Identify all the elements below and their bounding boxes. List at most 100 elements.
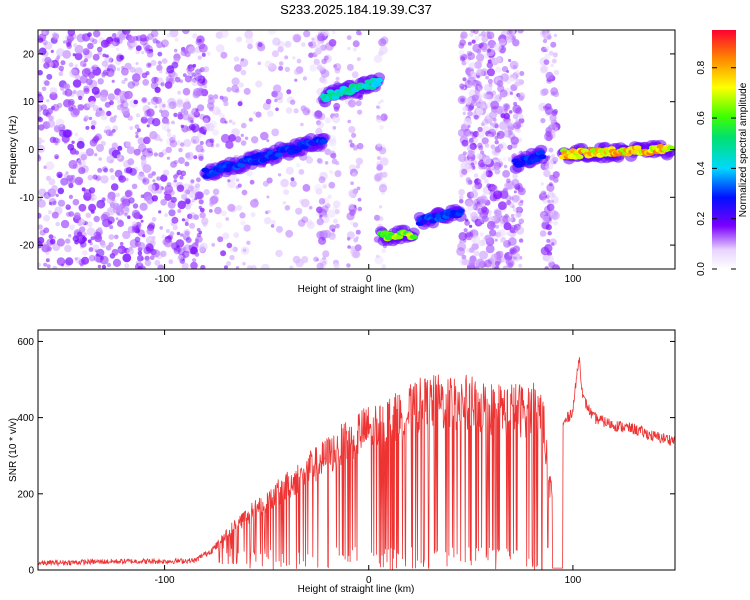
noise-speck [553,69,560,76]
noise-speck [380,181,387,188]
noise-speck [220,133,230,143]
noise-speck [188,212,197,220]
noise-speck [166,32,172,38]
noise-speck [306,221,315,230]
noise-speck [509,202,515,208]
noise-speck [191,107,200,116]
noise-speck [177,157,185,164]
noise-speck [468,258,476,266]
noise-speck [46,108,53,115]
noise-speck [134,213,141,219]
noise-speck [546,238,551,243]
noise-speck [470,211,479,220]
noise-speck [332,126,337,130]
noise-speck [200,148,205,153]
noise-speck [177,209,182,213]
noise-speck [181,193,188,200]
noise-speck [328,138,337,147]
noise-speck [481,122,486,127]
noise-speck [512,254,521,262]
noise-speck [552,220,559,226]
noise-speck [117,99,122,104]
noise-speck [328,181,336,189]
noise-speck [213,94,219,100]
colorbar-gradient [712,30,736,269]
noise-speck [55,138,61,144]
noise-speck [194,252,200,257]
noise-speck [267,110,274,117]
noise-speck [191,198,196,203]
noise-speck [150,30,159,38]
snr-x-axis-label: Height of straight line (km) [298,584,415,595]
noise-speck [105,54,109,58]
noise-speck [84,58,88,63]
noise-speck [289,265,294,269]
noise-speck [177,254,184,261]
noise-speck [301,216,309,224]
noise-speck [184,218,189,223]
noise-speck [129,168,137,176]
noise-speck [545,254,555,263]
noise-speck [243,87,251,95]
noise-speck [286,89,292,95]
noise-speck [517,30,524,34]
noise-speck [280,178,289,188]
noise-speck [380,36,389,45]
noise-speck [108,70,115,77]
noise-speck [459,55,464,60]
noise-speck [161,122,170,131]
y-tick-label: 10 [23,97,35,108]
noise-speck [189,222,196,229]
noise-speck [378,216,384,221]
noise-speck [92,38,98,45]
noise-speck [494,96,499,101]
noise-speck [203,117,209,124]
noise-speck [159,226,163,230]
noise-speck [257,61,262,66]
noise-speck [468,62,476,70]
noise-speck [207,102,215,110]
noise-speck [176,99,184,108]
noise-speck [509,227,516,234]
noise-speck [96,144,104,152]
noise-speck [346,35,352,40]
noise-speck [152,38,158,44]
noise-speck [292,33,302,43]
noise-speck [124,190,132,198]
noise-speck [134,81,140,86]
noise-speck [110,183,119,191]
noise-speck [202,221,208,227]
noise-speck [464,80,473,89]
noise-speck [465,59,470,65]
noise-speck [380,190,386,196]
noise-speck [255,80,263,88]
noise-speck [195,183,201,189]
noise-speck [93,215,100,223]
noise-speck [502,170,510,178]
noise-speck [467,110,473,117]
noise-speck [160,174,168,182]
noise-speck [116,54,124,62]
noise-speck [324,117,331,124]
noise-speck [239,212,246,219]
noise-speck [250,212,256,218]
noise-speck [141,159,147,165]
noise-speck [467,52,476,60]
noise-speck [323,213,328,218]
noise-speck [180,49,188,57]
noise-speck [174,76,181,83]
noise-speck [162,104,166,108]
noise-speck [231,77,240,86]
noise-speck [494,140,499,145]
noise-speck [98,107,103,111]
noise-speck [380,99,384,103]
noise-speck [266,177,273,184]
noise-speck [308,205,313,210]
noise-speck [316,158,322,164]
noise-speck [350,221,354,225]
noise-speck [552,264,560,269]
noise-speck [335,76,340,81]
noise-speck [462,151,467,156]
noise-speck [81,187,86,192]
